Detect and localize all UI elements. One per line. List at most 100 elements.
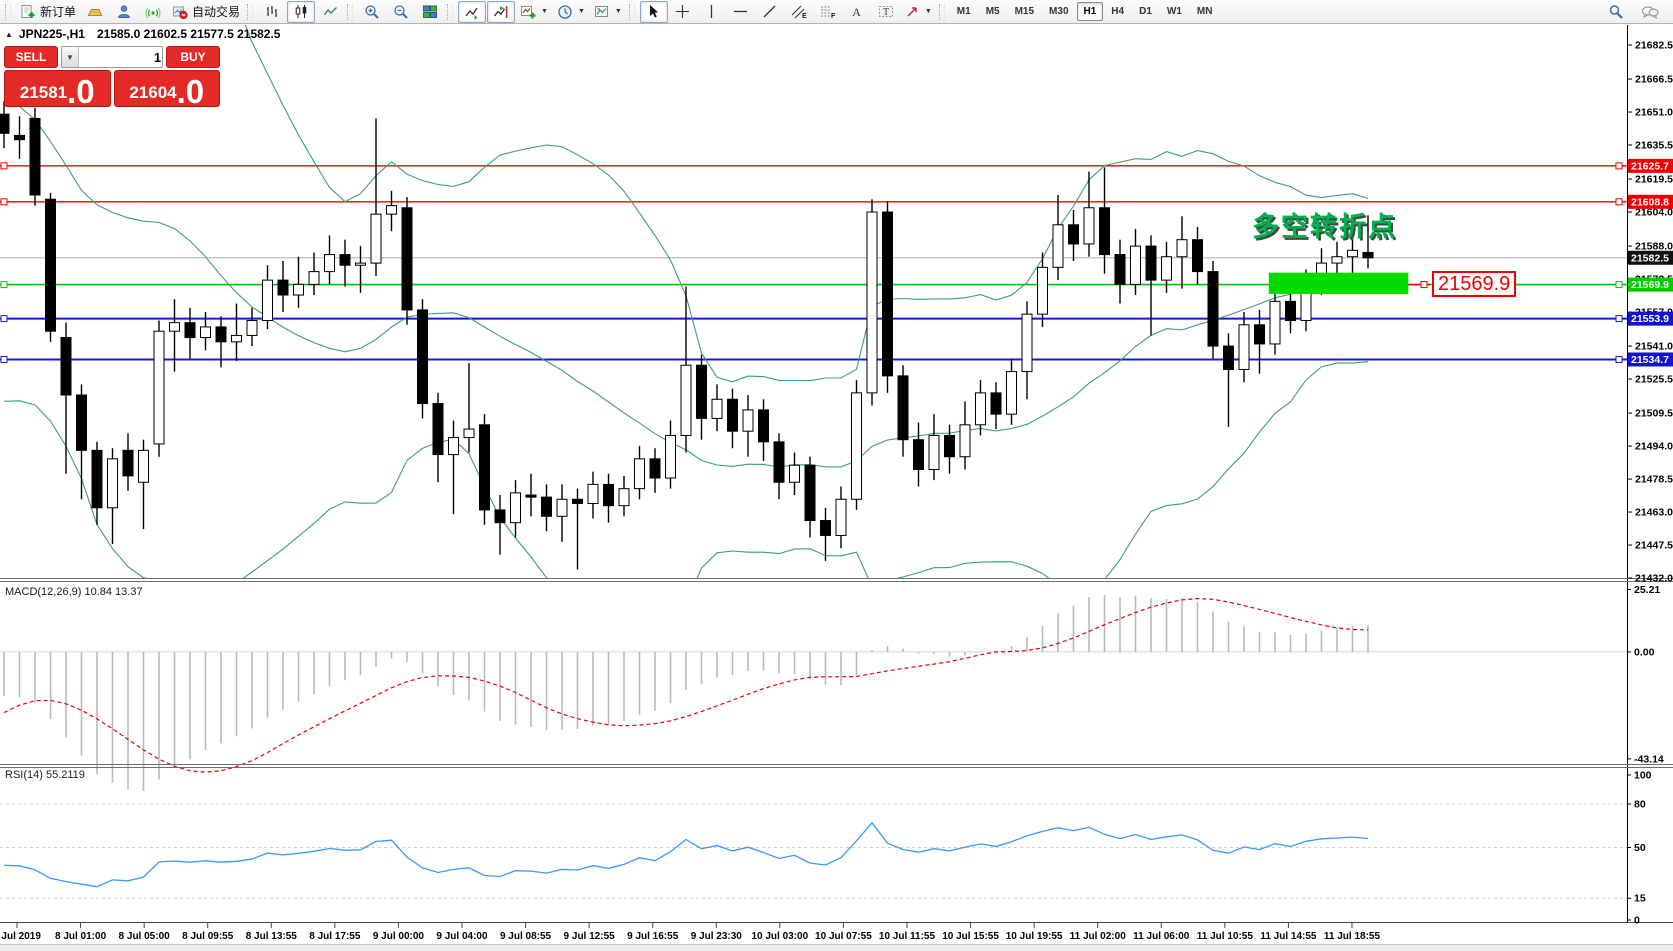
timeframe-m1[interactable]: M1 (956, 6, 971, 17)
fibonacci-button[interactable]: F (814, 1, 842, 23)
equidistant-channel-icon: E (791, 5, 807, 19)
sell-price-display[interactable]: 21581 .0 (4, 70, 111, 107)
auto-scroll-icon (465, 7, 478, 20)
search-icon (1609, 4, 1623, 19)
chat-button[interactable] (1636, 1, 1664, 23)
timeframe-d1[interactable]: D1 (1139, 6, 1152, 17)
hline-anchor (1615, 315, 1623, 323)
svg-text:21635.5: 21635.5 (1635, 140, 1673, 152)
text-label-button[interactable]: T (872, 1, 900, 23)
zoom-out-button[interactable] (387, 1, 415, 23)
timeframe-w1[interactable]: W1 (1166, 6, 1182, 17)
svg-text:21494.0: 21494.0 (1635, 441, 1673, 453)
new-order-button[interactable]: 新订单 (16, 1, 80, 23)
timeframe-h4[interactable]: H4 (1111, 6, 1125, 17)
buy-button[interactable]: BUY (166, 46, 220, 68)
periods-button[interactable]: ▼ (553, 1, 589, 23)
chinese-annotation-text[interactable]: 多空转折点 (1252, 212, 1397, 242)
svg-text:11 Jul 10:55: 11 Jul 10:55 (1197, 931, 1254, 942)
profiles-button[interactable] (110, 1, 138, 23)
timeframe-m15[interactable]: M15 (1014, 6, 1035, 17)
toolbar-grip[interactable] (247, 3, 254, 20)
svg-text:-43.14: -43.14 (1634, 753, 1664, 765)
line-chart-button[interactable] (316, 1, 344, 23)
volume-decrease-button[interactable]: ▼ (62, 47, 79, 67)
tag-anchor (1420, 281, 1428, 289)
toolbar-grip[interactable] (447, 3, 454, 20)
buy-price-display[interactable]: 21604 .0 (113, 70, 220, 107)
one-click-trading-panel: SELL ▼ ▲ BUY 21581 .0 21604 .0 (4, 46, 220, 107)
svg-text:21525.5: 21525.5 (1635, 374, 1673, 386)
cursor-icon (650, 5, 659, 18)
svg-text:8 Jul 05:00: 8 Jul 05:00 (119, 931, 171, 942)
svg-text:T: T (883, 7, 889, 18)
horizontal-line-button[interactable] (727, 1, 755, 23)
toolbar-grip[interactable] (938, 3, 945, 20)
cursor-button[interactable] (639, 0, 668, 23)
timeframe-m30[interactable]: M30 (1049, 6, 1069, 17)
price-tag-21569[interactable]: 21569.9 (1432, 271, 1517, 297)
bar-chart-button[interactable] (258, 1, 286, 23)
svg-text:0: 0 (1634, 914, 1640, 926)
svg-text:11 Jul 18:55: 11 Jul 18:55 (1324, 931, 1381, 942)
price-axis[interactable] (1627, 25, 1673, 923)
svg-text:8 Jul 09:55: 8 Jul 09:55 (182, 931, 234, 942)
vertical-line-button[interactable] (698, 1, 726, 23)
metaeditor-button[interactable] (81, 1, 109, 23)
svg-text:9 Jul 04:00: 9 Jul 04:00 (436, 931, 488, 942)
hline-anchor (0, 315, 8, 323)
zoom-in-button[interactable] (358, 1, 386, 23)
toolbar-grip[interactable] (347, 3, 354, 20)
chart-shift-button[interactable] (487, 0, 516, 23)
sell-button[interactable]: SELL (4, 46, 58, 68)
text-button[interactable]: A (843, 1, 871, 23)
document-plus-icon (21, 4, 35, 18)
signals-button[interactable] (139, 1, 167, 23)
timeframe-m5[interactable]: M5 (985, 6, 1000, 17)
dropdown-caret-icon: ▼ (577, 8, 585, 15)
time-axis[interactable] (0, 923, 1627, 944)
equidistant-channel-button[interactable]: E (785, 1, 813, 23)
periods-clock-icon (558, 4, 572, 19)
svg-text:21582.5: 21582.5 (1631, 252, 1669, 264)
auto-scroll-button[interactable] (458, 0, 487, 23)
arrows-icon (907, 7, 917, 17)
svg-text:21619.5: 21619.5 (1635, 174, 1673, 186)
pane-splitter-macd[interactable] (0, 577, 1673, 582)
pane-splitter-rsi[interactable] (0, 763, 1673, 768)
toolbar-grip[interactable] (628, 3, 635, 20)
svg-text:8 Jul 01:00: 8 Jul 01:00 (55, 931, 107, 942)
svg-text:A: A (853, 5, 862, 19)
volume-input[interactable] (79, 47, 162, 67)
trendline-button[interactable] (756, 1, 784, 23)
trendline-icon (763, 5, 776, 18)
rsi-indicator-label: RSI(14) 55.2119 (5, 769, 85, 781)
collapse-icon[interactable]: ▲ (5, 29, 13, 39)
arrows-button[interactable]: ▼ (901, 1, 936, 23)
svg-text:F: F (831, 13, 836, 19)
search-button[interactable] (1602, 1, 1630, 23)
svg-text:21666.5: 21666.5 (1635, 74, 1673, 86)
auto-trading-button[interactable]: 自动交易 (168, 1, 244, 23)
crosshair-button[interactable] (669, 1, 697, 23)
svg-text:21463.0: 21463.0 (1635, 507, 1673, 519)
svg-text:21541.0: 21541.0 (1635, 341, 1673, 353)
highlight-rect (1268, 272, 1409, 294)
chat-icon (1641, 5, 1659, 19)
timeframe-h1[interactable]: H1 (1076, 2, 1104, 21)
symbol-period-label: JPN225-,H1 (18, 27, 85, 41)
caret-down-icon: ▼ (66, 52, 74, 62)
autotrade-stop-icon (173, 6, 188, 19)
toolbar-grip[interactable] (5, 3, 11, 20)
svg-text:9 Jul 00:00: 9 Jul 00:00 (373, 931, 425, 942)
tile-windows-button[interactable] (416, 1, 444, 23)
timeframe-mn[interactable]: MN (1196, 6, 1213, 17)
svg-text:21553.9: 21553.9 (1631, 313, 1669, 325)
add-indicator-button[interactable]: ▼ (516, 1, 552, 23)
svg-text:9 Jul 23:30: 9 Jul 23:30 (691, 931, 743, 942)
svg-text:21625.7: 21625.7 (1631, 160, 1669, 172)
candlestick-chart-button[interactable] (287, 0, 316, 23)
svg-text:100: 100 (1634, 769, 1652, 781)
templates-button[interactable]: ▼ (590, 1, 626, 23)
